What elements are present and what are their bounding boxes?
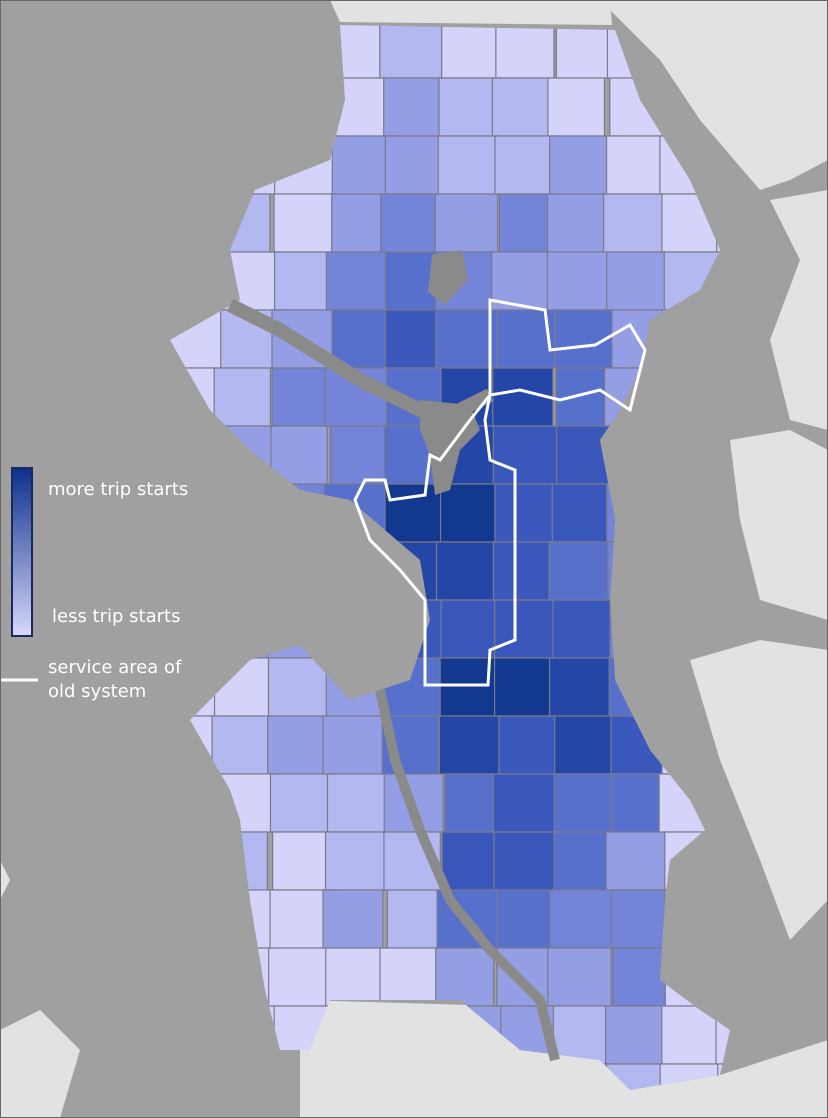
neighborhood [440,599,499,659]
neighborhood [331,309,396,369]
neighborhood [606,251,670,311]
neighborhood [551,483,616,543]
neighborhood [494,135,560,195]
neighborhood [379,25,443,79]
neighborhood [268,947,328,1007]
neighborhood [325,251,395,311]
neighborhood [324,831,388,891]
neighborhood [605,831,669,891]
neighborhood [494,599,555,659]
legend-gradient [11,467,33,637]
neighborhood [491,251,551,311]
neighborhood [438,715,503,775]
neighborhood [269,773,335,833]
neighborhood [441,25,501,79]
neighborhood [605,135,671,195]
neighborhood [384,135,449,195]
neighborhood [439,483,504,543]
legend-service-2: old system [48,681,146,702]
neighborhood [552,599,612,659]
neighborhood [553,773,619,833]
neighborhood [548,541,613,601]
neighborhood [273,251,337,311]
neighborhood [437,135,500,195]
neighborhood [553,831,611,891]
neighborhood [605,1005,663,1065]
neighborhood [380,193,438,253]
neighborhood [554,715,613,775]
neighborhood [546,193,608,253]
neighborhood [498,715,561,775]
neighborhood [495,25,555,79]
neighborhood [491,77,552,137]
neighborhood [548,657,616,717]
green-lake [428,250,468,305]
neighborhood [267,657,330,717]
neighborhood [267,715,330,775]
neighborhood [326,773,389,833]
neighborhood [271,367,330,427]
neighborhood [603,193,665,253]
neighborhood [325,947,389,1007]
neighborhood [435,947,495,1007]
neighborhood [493,831,562,891]
neighborhood [383,77,444,137]
neighborhood [494,483,562,543]
neighborhood [213,367,272,427]
legend-service-1: service area of [48,657,182,678]
old-service-area [353,298,647,687]
neighborhood [492,773,562,833]
neighborhood [435,541,499,601]
neighborhood [546,251,612,311]
neighborhood [549,889,617,949]
neighborhood [492,541,557,601]
neighborhood [322,889,384,949]
legend-more: more trip starts [48,479,188,500]
neighborhood [547,77,606,137]
legend-less: less trip starts [52,606,180,627]
neighborhood [379,947,445,1007]
neighborhood [211,715,275,775]
neighborhood [547,947,612,1007]
neighborhood [322,715,386,775]
neighborhood [435,309,505,369]
neighborhood [434,193,499,253]
neighborhood [492,425,558,485]
neighborhood [273,193,340,253]
neighborhood [661,1005,727,1065]
